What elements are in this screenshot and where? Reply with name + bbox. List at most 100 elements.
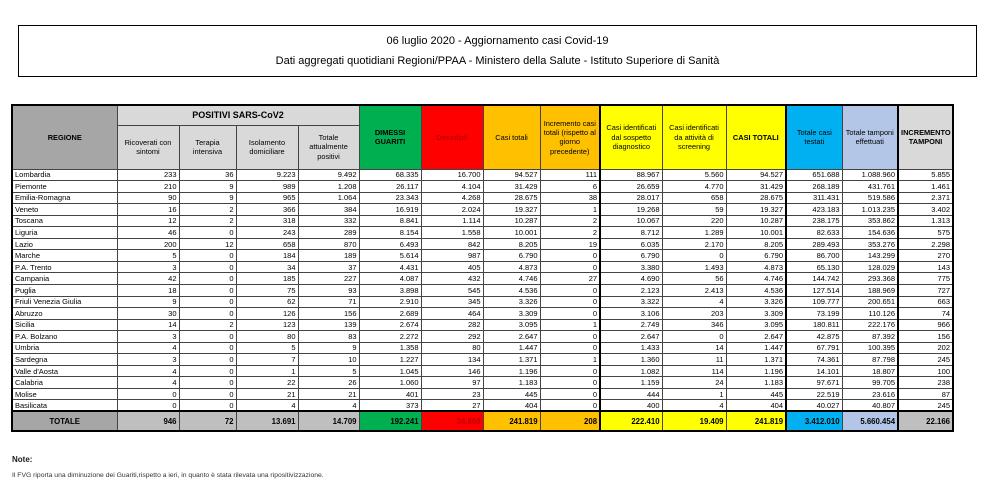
value-cell: 87 [897,387,954,401]
group-header-positivi: POSITIVI SARS-CoV2 [116,104,360,126]
region-name: Calabria [11,376,118,389]
value-cell: 0 [178,226,237,239]
report-subtitle: Dati aggregati quotidiani Regioni/PPAA -… [275,55,720,68]
value-cell: 444 [599,387,663,401]
value-cell: 2.647 [599,330,663,343]
region-name: Lazio [11,237,118,251]
value-cell: 21 [235,387,299,401]
value-cell: 24 [661,376,727,389]
value-cell: 5 [235,341,299,355]
value-cell: 40.027 [785,399,843,412]
value-cell: 128.029 [841,260,899,274]
value-cell: 189 [297,249,360,262]
value-cell: 74.361 [785,353,843,366]
value-cell: 26.659 [599,180,663,193]
table-row: Piemonte 210 9 989 1.208 26.117 4.104 31.429 6 26… [11,180,954,193]
col-header-9: Casi identificati dal sospetto diagnosti… [599,104,663,170]
total-value-cell: 13.691 [235,410,299,432]
value-cell: 987 [420,249,484,262]
table-header: REGIONE POSITIVI SARS-CoV2 DIMESSI GUARITI… [11,104,954,170]
value-cell: 318 [235,214,299,228]
table-row: Molise 0 0 21 21 401 23 445 0 444 1 445 22.519 23.616… [11,387,954,401]
col-header-4: Totale attualmente positivi [297,124,360,170]
value-cell: 966 [897,318,954,332]
value-cell: 156 [297,307,360,320]
value-cell: 0 [178,260,237,274]
value-cell: 28.675 [482,191,541,205]
value-cell: 127.514 [785,283,843,297]
value-cell: 180.811 [785,318,843,332]
value-cell: 10.001 [725,226,787,239]
region-name: P.A. Trento [11,260,118,274]
total-value-cell: 241.819 [725,410,787,432]
value-cell: 4 [235,399,299,412]
value-cell: 9 [297,341,360,355]
value-cell: 366 [235,203,299,216]
value-cell: 56 [661,272,727,285]
table-row: P.A. Bolzano 3 0 80 83 2.272 292 2.647 0 2.647 0 2.… [11,330,954,343]
value-cell: 311.431 [785,191,843,205]
total-value-cell: 192.241 [358,410,422,432]
region-name: Emilia-Romagna [11,191,118,205]
value-cell: 4.536 [482,283,541,297]
value-cell: 2.123 [599,283,663,297]
value-cell: 233 [116,168,180,182]
col-header-1: Ricoverati con sintomi [116,124,180,170]
value-cell: 345 [420,295,484,309]
notes-title: Note: [12,455,33,464]
region-name: Friuli Venezia Giulia [11,295,118,309]
value-cell: 3 [116,330,180,343]
value-cell: 1.183 [725,376,787,389]
value-cell: 238 [897,376,954,389]
table-row: Abruzzo 30 0 126 156 2.689 464 3.309 0 3.106 203 3.… [11,307,954,320]
value-cell: 10 [297,353,360,366]
value-cell: 100.395 [841,341,899,355]
table-row: Emilia-Romagna 90 9 965 1.064 23.343 4.268 28.6… [11,191,954,205]
value-cell: 432 [420,272,484,285]
value-cell: 5.855 [897,168,954,182]
value-cell: 2.298 [897,237,954,251]
region-name: Marche [11,249,118,262]
total-row: TOTALE 946 72 13.691 14.709 192.241 34.869 241.… [11,410,954,432]
col-header-13: Totale tamponi effettuati [841,104,899,170]
total-value-cell: 5.660.454 [841,410,899,432]
total-label: TOTALE [11,410,118,432]
value-cell: 12 [178,237,237,251]
value-cell: 2.170 [661,237,727,251]
value-cell: 353.276 [841,237,899,251]
value-cell: 0 [539,260,601,274]
value-cell: 4.873 [725,260,787,274]
col-header-8: Incremento casi totali (rispetto al gior… [539,104,601,170]
value-cell: 1.208 [297,180,360,193]
value-cell: 1.114 [420,214,484,228]
value-cell: 2.749 [599,318,663,332]
col-header-10: Casi identificati da attività di screeni… [661,104,727,170]
value-cell: 203 [661,307,727,320]
value-cell: 2.674 [358,318,422,332]
value-cell: 1.082 [599,364,663,378]
table-row: Valle d'Aosta 4 0 1 5 1.045 146 1.196 0 1.082 114 1… [11,364,954,378]
value-cell: 1.045 [358,364,422,378]
value-cell: 19.327 [725,203,787,216]
value-cell: 40.807 [841,399,899,412]
value-cell: 8.205 [725,237,787,251]
value-cell: 400 [599,399,663,412]
value-cell: 1 [235,364,299,378]
col-header-regione: REGIONE [11,104,118,170]
value-cell: 16.919 [358,203,422,216]
total-value-cell: 19.409 [661,410,727,432]
value-cell: 289.493 [785,237,843,251]
value-cell: 227 [297,272,360,285]
value-cell: 6.790 [482,249,541,262]
value-cell: 5.614 [358,249,422,262]
value-cell: 1.371 [725,353,787,366]
table-row: Sicilia 14 2 123 139 2.674 282 3.095 1 2.749 346 3.… [11,318,954,332]
value-cell: 10.287 [482,214,541,228]
value-cell: 9 [178,180,237,193]
value-cell: 10.001 [482,226,541,239]
value-cell: 663 [897,295,954,309]
value-cell: 11 [661,353,727,366]
value-cell: 27 [420,399,484,412]
value-cell: 86.700 [785,249,843,262]
value-cell: 4.746 [725,272,787,285]
